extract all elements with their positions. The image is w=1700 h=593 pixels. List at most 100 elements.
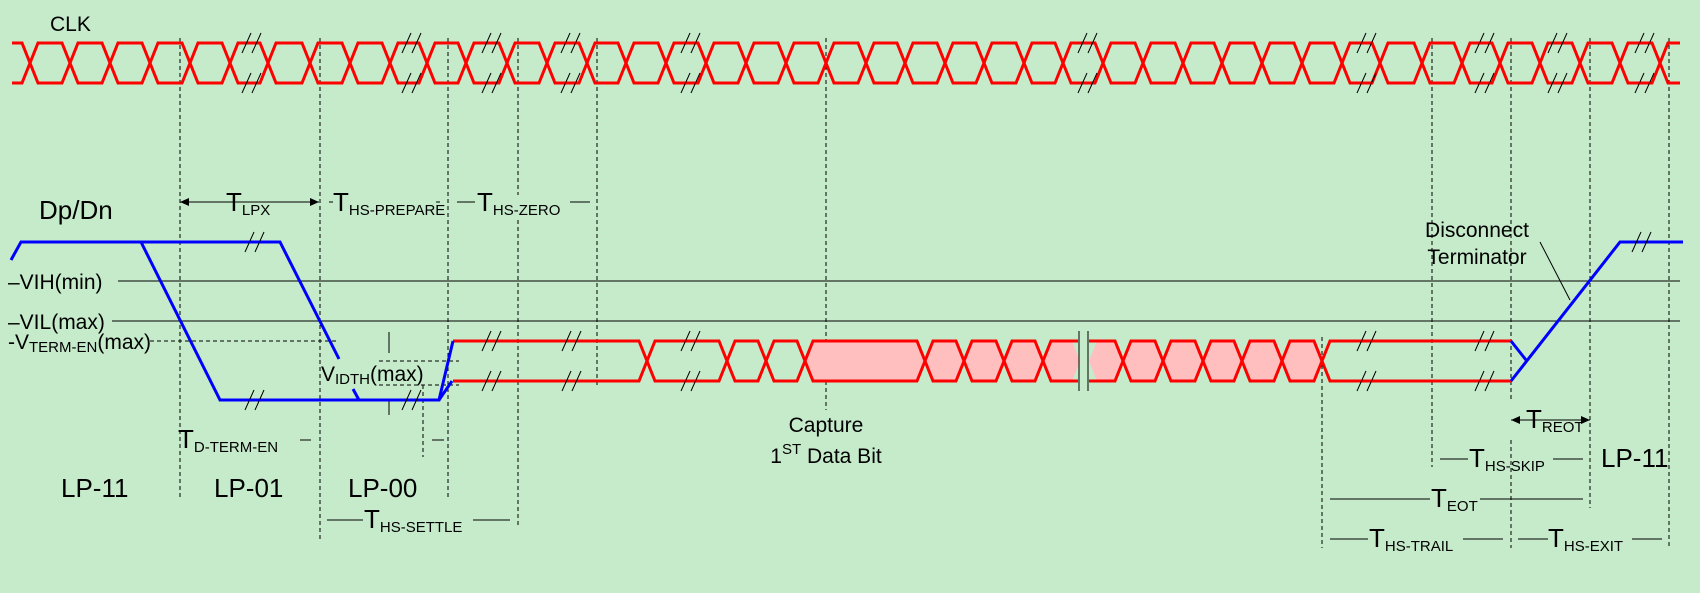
lp-break-icon — [254, 231, 265, 253]
clock-break-icon — [1077, 32, 1088, 54]
dimension-line — [1539, 241, 1571, 301]
t-eot-label: TEOT — [1431, 483, 1478, 515]
clock-break-icon — [560, 72, 571, 94]
clock-break-icon — [1644, 32, 1655, 54]
lp-dn-exit-line — [1509, 240, 1683, 382]
clock-break-icon — [1557, 72, 1568, 94]
vterm-en-label: -VTERM-EN(max) — [8, 331, 151, 356]
state-lp11-end: LP-11 — [1601, 443, 1668, 473]
hs-bit-fill — [964, 341, 1004, 381]
data-break-icon — [680, 370, 691, 392]
clock-break-icon — [1484, 32, 1495, 54]
clock-break-icon — [560, 32, 571, 54]
lp-dp-exit-line — [1509, 340, 1528, 361]
data-break-icon — [1484, 330, 1495, 352]
lp-break-icon — [1631, 231, 1642, 253]
hs-data-wave-a — [1089, 339, 1511, 383]
data-break-icon — [561, 330, 572, 352]
hs-bit-fill — [805, 341, 925, 381]
t-lpx-label: TLPX — [226, 187, 270, 219]
hs-bit-fill — [1282, 341, 1322, 381]
disconnect-label-line1: Disconnect — [1425, 219, 1529, 242]
data-break-icon — [1474, 330, 1485, 352]
data-break-icon — [491, 370, 502, 392]
clock-break-icon — [570, 72, 581, 94]
t-d-term-en-label: TD-TERM-EN — [178, 424, 278, 456]
lp-break-icon — [1641, 231, 1652, 253]
hs-bit-fill — [1163, 341, 1203, 381]
data-break-icon — [481, 370, 492, 392]
clock-break-icon — [1087, 72, 1098, 94]
lp-break-icon — [244, 389, 255, 411]
t-hs-trail-label: THS-TRAIL — [1369, 523, 1453, 555]
t-hs-settle-label: THS-SETTLE — [364, 504, 462, 536]
t-lpx-arrow-head-left — [180, 198, 189, 206]
clock-break-icon — [570, 32, 581, 54]
hs-bit-fill — [1123, 341, 1163, 381]
t-reot-arrow-head-right — [1581, 416, 1590, 424]
clock-break-icon — [241, 32, 252, 54]
clock-break-icon — [1557, 32, 1568, 54]
clock-break-icon — [401, 32, 412, 54]
hs-bit-fill — [1242, 341, 1282, 381]
clock-break-icon — [1474, 32, 1485, 54]
data-break-icon — [1366, 330, 1377, 352]
clock-break-icon — [1547, 72, 1558, 94]
hs-data-wave-b — [1089, 339, 1511, 383]
data-break-icon — [491, 330, 502, 352]
data-break-icon — [1366, 370, 1377, 392]
lp-break-icon — [254, 389, 265, 411]
lp-break-icon — [401, 389, 412, 411]
lp-break-icon — [244, 231, 255, 253]
clock-break-icon — [1087, 32, 1098, 54]
lp-break-icon — [411, 389, 422, 411]
disconnect-label-line2: Terminator — [1427, 246, 1526, 269]
clock-break-icon — [680, 72, 691, 94]
clock-break-icon — [1356, 72, 1367, 94]
clock-break-icon — [1547, 32, 1558, 54]
clock-break-icon — [401, 72, 412, 94]
t-lpx-arrow-head-right — [310, 198, 319, 206]
lp-dp-line — [9, 240, 341, 360]
data-break-icon — [1474, 370, 1485, 392]
t-reot-label: TREOT — [1526, 404, 1584, 436]
clock-break-icon — [690, 32, 701, 54]
data-break-icon — [1356, 330, 1367, 352]
clock-break-icon — [491, 32, 502, 54]
data-break-icon — [571, 370, 582, 392]
clk-label: CLK — [50, 13, 91, 36]
waveforms — [9, 41, 1683, 402]
vidth-label: VIDTH(max) — [321, 363, 424, 388]
break-marks — [241, 32, 1655, 411]
capture-label-line2: 1ST Data Bit — [770, 441, 882, 468]
t-hs-prepare-label: THS-PREPARE — [333, 187, 445, 219]
clock-break-icon — [241, 72, 252, 94]
clock-break-icon — [251, 72, 262, 94]
data-break-icon — [690, 330, 701, 352]
hs-data-wave-b — [453, 339, 1078, 383]
t-hs-zero-label: THS-ZERO — [477, 187, 560, 219]
clock-break-icon — [1366, 72, 1377, 94]
clock-break-icon — [251, 32, 262, 54]
clock-break-icon — [1484, 72, 1495, 94]
reference-lines — [112, 38, 1680, 548]
t-hs-skip-label: THS-SKIP — [1469, 443, 1545, 475]
hs-bit-fill — [1004, 341, 1043, 381]
clock-break-icon — [1077, 72, 1088, 94]
state-lp11-start: LP-11 — [61, 473, 128, 503]
clock-break-icon — [411, 32, 422, 54]
capture-label-line1: Capture — [789, 414, 864, 437]
data-break-icon — [481, 330, 492, 352]
clock-break-icon — [481, 32, 492, 54]
t-hs-exit-label: THS-EXIT — [1548, 523, 1623, 555]
hs-bit-fill — [1089, 341, 1123, 381]
clock-break-icon — [491, 72, 502, 94]
lp-dn-line — [139, 241, 454, 402]
clock-break-icon — [1634, 72, 1645, 94]
hs-bit-fill — [1203, 341, 1242, 381]
data-break-icon — [571, 330, 582, 352]
data-break-icon — [690, 370, 701, 392]
hs-data-wave-a — [453, 339, 1078, 383]
hs-data-fill — [805, 341, 1322, 381]
